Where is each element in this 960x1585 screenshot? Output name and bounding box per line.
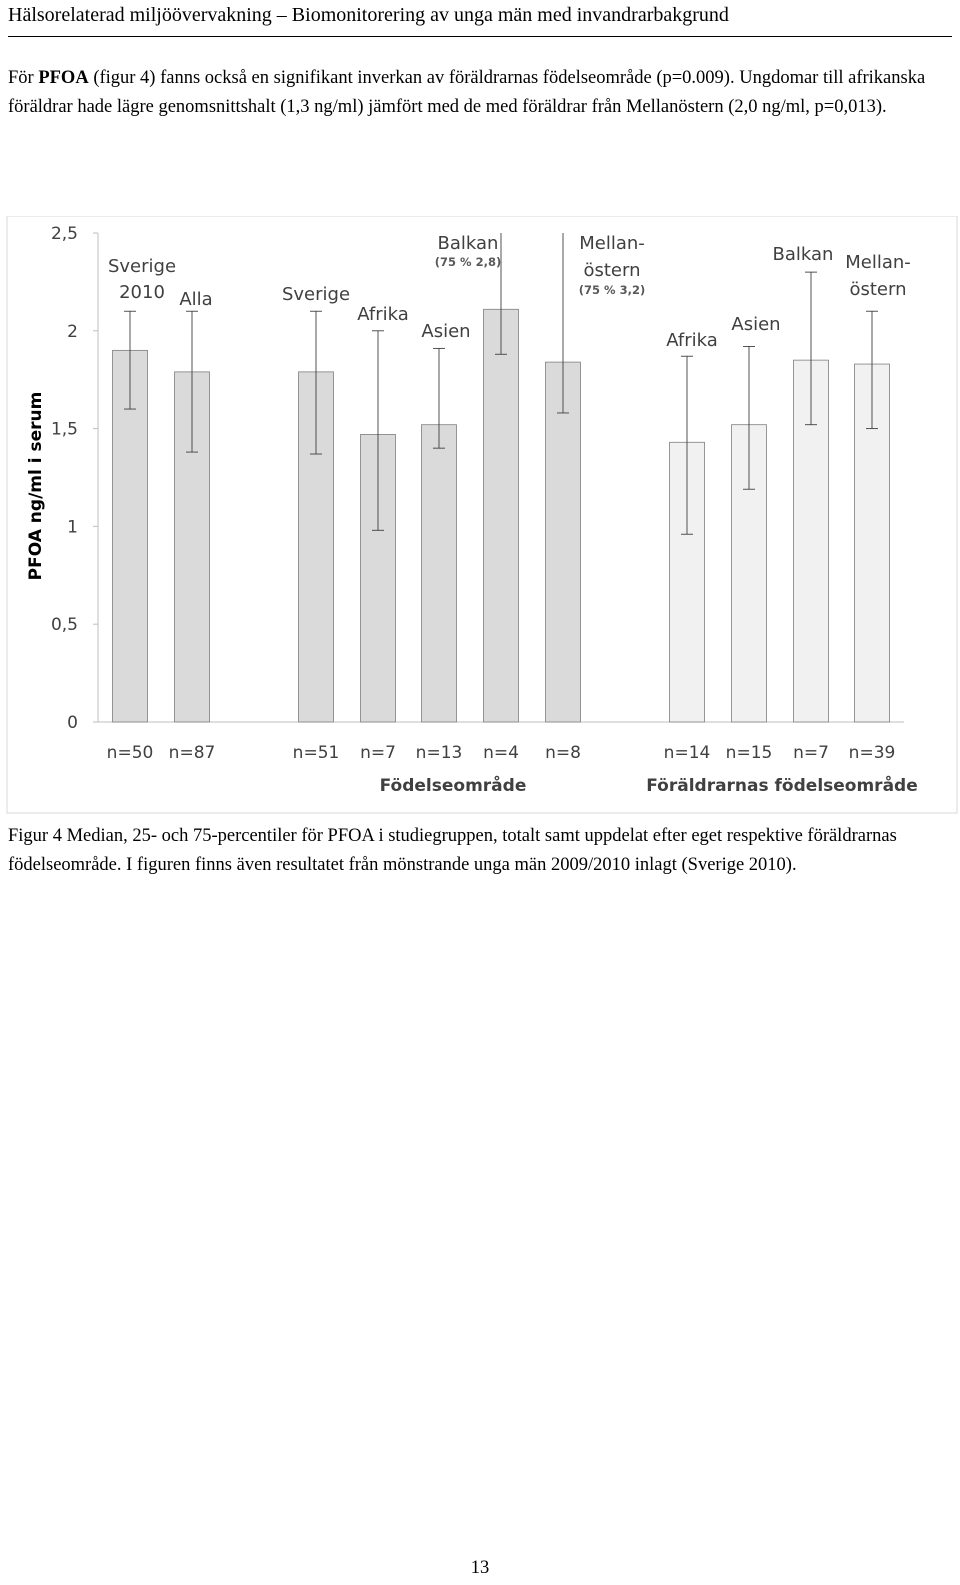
- paragraph-bold: PFOA: [38, 68, 89, 88]
- bar-label: Mellan-: [845, 252, 911, 273]
- bar-label: Asien: [421, 321, 470, 342]
- y-tick-label: 2: [67, 322, 78, 342]
- group-label-fodelseomrade: Födelseområde: [380, 774, 527, 796]
- bar: [483, 308, 519, 723]
- n-label: n=87: [169, 743, 216, 763]
- n-label: n=51: [293, 743, 340, 763]
- bar-label: Balkan: [773, 244, 834, 265]
- n-label: n=4: [483, 743, 519, 763]
- y-tick-label: 0: [67, 713, 78, 733]
- bar: [545, 361, 581, 723]
- bar-label: 2010: [119, 282, 165, 303]
- bar: [421, 424, 457, 723]
- y-axis-label: PFOA ng/ml i serum: [26, 392, 46, 581]
- y-tick-label: 0,5: [51, 615, 78, 635]
- n-label: n=8: [545, 743, 581, 763]
- bar-note: (75 % 3,2): [579, 283, 645, 297]
- group-label-foraldrarnas: Föräldrarnas födelseområde: [646, 774, 918, 796]
- bar-label: Afrika: [666, 330, 718, 351]
- paragraph-text: (figur 4) fanns också en signifikant inv…: [8, 68, 926, 117]
- bar-label: östern: [583, 260, 640, 281]
- n-label: n=13: [416, 743, 463, 763]
- bar-note: (75 % 2,8): [435, 255, 501, 269]
- y-tick-label: 1,5: [51, 420, 78, 440]
- page-number: 13: [470, 1558, 490, 1578]
- n-label: n=7: [793, 743, 829, 763]
- bar-label: Sverige: [282, 284, 350, 305]
- body-paragraph: För PFOA (figur 4) fanns också en signif…: [8, 64, 948, 122]
- n-label: n=50: [107, 743, 154, 763]
- figure-caption: Figur 4 Median, 25- och 75-percentiler f…: [8, 826, 897, 875]
- bar-label: östern: [849, 279, 906, 300]
- figure-4: 0 0,5 1 1,5 2 2,5 PFOA ng/ml i serum n=50 n=87 n=…: [6, 216, 958, 816]
- bar-label: Afrika: [357, 304, 409, 325]
- n-label: n=39: [849, 743, 896, 763]
- y-tick-label: 1: [67, 517, 78, 537]
- bar-label: Alla: [179, 289, 212, 310]
- bar-label: Sverige: [108, 256, 176, 277]
- n-label: n=7: [360, 743, 396, 763]
- chart-frame: [6, 216, 958, 814]
- bar-label: Mellan-: [579, 233, 645, 254]
- pfoa-bar-chart: 0 0,5 1 1,5 2 2,5 PFOA ng/ml i serum n=50 n=87 n=…: [6, 216, 958, 814]
- bar-label: Asien: [731, 314, 780, 335]
- page-header: Hälsorelaterad miljöövervakning – Biomon…: [8, 0, 952, 37]
- n-label: n=14: [664, 743, 711, 763]
- y-tick-label: 2,5: [51, 224, 78, 244]
- n-label: n=15: [726, 743, 773, 763]
- paragraph-prefix: För: [8, 68, 39, 88]
- bar-label: Balkan: [438, 233, 499, 254]
- bar: [112, 349, 148, 723]
